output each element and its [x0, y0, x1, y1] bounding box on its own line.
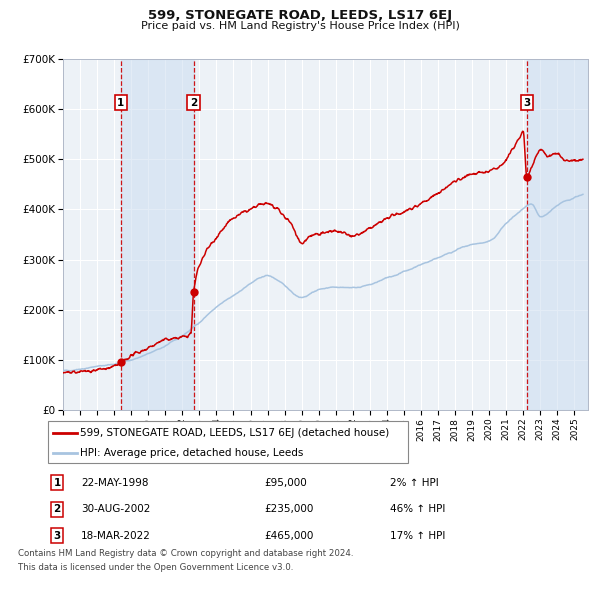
Text: 22-MAY-1998: 22-MAY-1998	[81, 478, 149, 487]
FancyBboxPatch shape	[48, 421, 408, 463]
Text: 1: 1	[117, 98, 124, 108]
Text: £235,000: £235,000	[264, 504, 313, 514]
Text: 46% ↑ HPI: 46% ↑ HPI	[390, 504, 445, 514]
Text: This data is licensed under the Open Government Licence v3.0.: This data is licensed under the Open Gov…	[18, 563, 293, 572]
Text: 3: 3	[523, 98, 530, 108]
Text: £465,000: £465,000	[264, 531, 313, 540]
Text: 18-MAR-2022: 18-MAR-2022	[81, 531, 151, 540]
Text: 30-AUG-2002: 30-AUG-2002	[81, 504, 151, 514]
Bar	[527, 59, 588, 410]
Text: 2: 2	[53, 504, 61, 514]
Text: HPI: Average price, detached house, Leeds: HPI: Average price, detached house, Leed…	[80, 448, 304, 457]
Text: 17% ↑ HPI: 17% ↑ HPI	[390, 531, 445, 540]
Text: £95,000: £95,000	[264, 478, 307, 487]
Text: Price paid vs. HM Land Registry's House Price Index (HPI): Price paid vs. HM Land Registry's House …	[140, 21, 460, 31]
Text: 599, STONEGATE ROAD, LEEDS, LS17 6EJ (detached house): 599, STONEGATE ROAD, LEEDS, LS17 6EJ (de…	[80, 428, 389, 438]
Bar	[121, 59, 194, 410]
Text: 2: 2	[190, 98, 197, 108]
Text: 2% ↑ HPI: 2% ↑ HPI	[390, 478, 439, 487]
Text: 599, STONEGATE ROAD, LEEDS, LS17 6EJ: 599, STONEGATE ROAD, LEEDS, LS17 6EJ	[148, 9, 452, 22]
Text: 1: 1	[53, 478, 61, 487]
Text: Contains HM Land Registry data © Crown copyright and database right 2024.: Contains HM Land Registry data © Crown c…	[18, 549, 353, 558]
Text: 3: 3	[53, 531, 61, 540]
